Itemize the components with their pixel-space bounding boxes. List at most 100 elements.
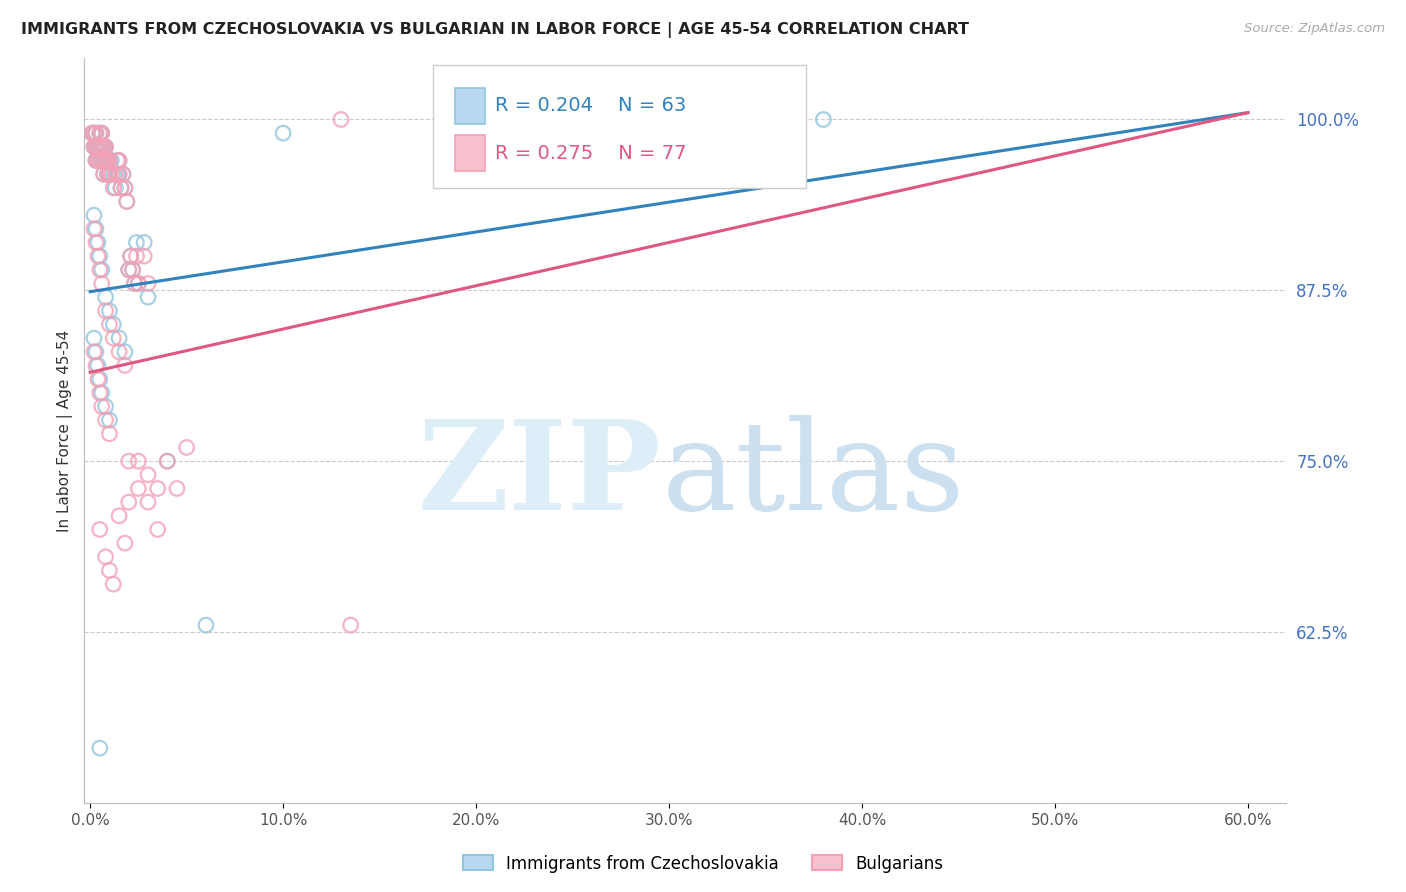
- Point: [103, 318, 125, 332]
- Point: [98, 153, 121, 168]
- Point: [98, 564, 121, 578]
- Point: [124, 277, 146, 291]
- Point: [108, 153, 131, 168]
- Point: [166, 482, 188, 496]
- Point: [156, 454, 179, 468]
- Point: [108, 344, 131, 359]
- Point: [98, 167, 121, 181]
- Point: [94, 400, 117, 414]
- Point: [108, 153, 131, 168]
- Text: R = 0.275    N = 77: R = 0.275 N = 77: [495, 144, 688, 163]
- Point: [104, 181, 127, 195]
- Point: [87, 372, 110, 386]
- Text: Source: ZipAtlas.com: Source: ZipAtlas.com: [1244, 22, 1385, 36]
- Point: [87, 235, 110, 250]
- Point: [813, 112, 835, 127]
- Point: [339, 618, 361, 632]
- Point: [84, 359, 107, 373]
- Point: [84, 153, 107, 168]
- Point: [96, 153, 118, 168]
- Point: [108, 167, 131, 181]
- Point: [98, 413, 121, 427]
- Point: [125, 235, 148, 250]
- Point: [108, 167, 131, 181]
- Bar: [454, 136, 485, 171]
- Point: [105, 153, 128, 168]
- Point: [90, 126, 112, 140]
- Point: [84, 126, 107, 140]
- Point: [98, 318, 121, 332]
- Bar: [454, 87, 485, 123]
- Point: [87, 153, 110, 168]
- Point: [84, 153, 107, 168]
- Point: [103, 181, 125, 195]
- Point: [103, 167, 125, 181]
- Point: [94, 153, 117, 168]
- Point: [98, 167, 121, 181]
- Point: [80, 126, 103, 140]
- Text: ZIP: ZIP: [418, 415, 661, 535]
- Point: [94, 290, 117, 304]
- Point: [87, 359, 110, 373]
- Legend: Immigrants from Czechoslovakia, Bulgarians: Immigrants from Czechoslovakia, Bulgaria…: [456, 848, 950, 880]
- Point: [114, 536, 136, 550]
- Point: [83, 344, 105, 359]
- FancyBboxPatch shape: [433, 65, 806, 188]
- Point: [96, 153, 118, 168]
- Point: [94, 303, 117, 318]
- Point: [121, 262, 143, 277]
- Point: [136, 277, 159, 291]
- Point: [89, 140, 111, 154]
- Text: R = 0.204    N = 63: R = 0.204 N = 63: [495, 96, 686, 115]
- Point: [114, 359, 136, 373]
- Point: [146, 482, 169, 496]
- Point: [103, 577, 125, 591]
- Point: [89, 741, 111, 756]
- Point: [96, 167, 118, 181]
- Point: [84, 222, 107, 236]
- Point: [103, 331, 125, 345]
- Point: [83, 208, 105, 222]
- Point: [84, 140, 107, 154]
- Point: [87, 140, 110, 154]
- Point: [90, 140, 112, 154]
- Point: [89, 126, 111, 140]
- Point: [84, 126, 107, 140]
- Point: [98, 426, 121, 441]
- Point: [118, 262, 141, 277]
- Point: [330, 112, 353, 127]
- Point: [84, 344, 107, 359]
- Point: [118, 262, 141, 277]
- Point: [121, 262, 143, 277]
- Point: [156, 454, 179, 468]
- Point: [96, 167, 118, 181]
- Point: [83, 126, 105, 140]
- Point: [89, 385, 111, 400]
- Point: [146, 523, 169, 537]
- Point: [83, 126, 105, 140]
- Point: [94, 140, 117, 154]
- Point: [90, 140, 112, 154]
- Point: [93, 140, 115, 154]
- Point: [98, 153, 121, 168]
- Point: [93, 153, 115, 168]
- Text: IMMIGRANTS FROM CZECHOSLOVAKIA VS BULGARIAN IN LABOR FORCE | AGE 45-54 CORRELATI: IMMIGRANTS FROM CZECHOSLOVAKIA VS BULGAR…: [21, 22, 969, 38]
- Point: [84, 140, 107, 154]
- Point: [90, 153, 112, 168]
- Point: [127, 277, 149, 291]
- Point: [90, 400, 112, 414]
- Point: [89, 372, 111, 386]
- Point: [120, 249, 142, 263]
- Point: [127, 454, 149, 468]
- Point: [110, 181, 132, 195]
- Point: [83, 222, 105, 236]
- Point: [111, 167, 134, 181]
- Point: [114, 181, 136, 195]
- Point: [93, 140, 115, 154]
- Point: [98, 303, 121, 318]
- Point: [118, 454, 141, 468]
- Point: [83, 140, 105, 154]
- Point: [90, 153, 112, 168]
- Point: [90, 385, 112, 400]
- Point: [83, 140, 105, 154]
